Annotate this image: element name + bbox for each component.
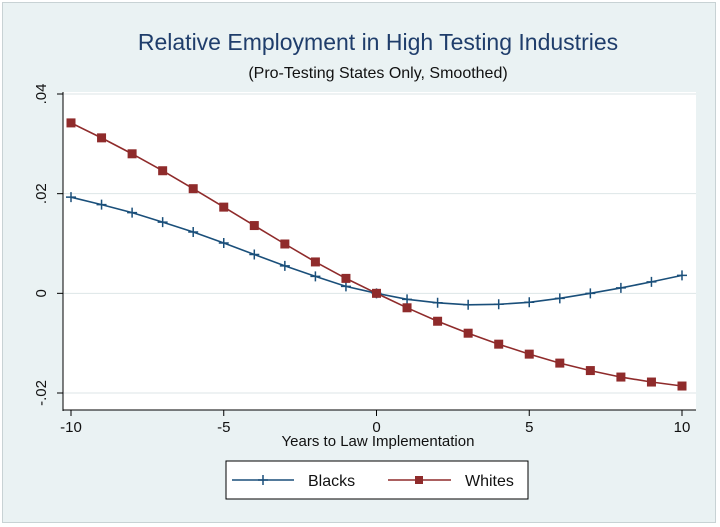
data-point-blacks xyxy=(615,282,626,293)
data-point-whites xyxy=(249,221,259,231)
x-tick-label: 10 xyxy=(674,419,691,436)
x-tick-label: 0 xyxy=(372,419,380,436)
data-point-blacks xyxy=(493,299,504,310)
data-point-blacks xyxy=(66,192,76,203)
data-point-whites xyxy=(310,257,320,267)
plot-area xyxy=(63,92,696,410)
x-tick-label: 5 xyxy=(525,419,533,436)
data-point-whites xyxy=(616,372,626,382)
data-point-blacks xyxy=(432,297,443,308)
legend-label-blacks: Blacks xyxy=(308,473,355,490)
x-axis-label: Years to Law Implementation xyxy=(282,433,475,450)
data-point-blacks xyxy=(310,271,321,282)
data-point-blacks xyxy=(218,238,229,249)
legend-marker-blacks xyxy=(258,475,268,485)
data-point-blacks xyxy=(585,288,596,299)
data-point-blacks xyxy=(463,299,474,310)
x-tick-label: -5 xyxy=(217,419,230,436)
data-point-blacks xyxy=(96,199,107,210)
data-point-whites xyxy=(188,184,198,194)
data-point-whites xyxy=(555,358,565,368)
data-point-whites xyxy=(158,166,168,176)
data-point-blacks xyxy=(127,207,138,218)
data-point-whites xyxy=(677,381,687,391)
data-point-whites xyxy=(524,349,534,359)
data-point-whites xyxy=(463,328,473,338)
legend-marker-whites xyxy=(415,476,423,484)
data-point-blacks xyxy=(554,293,565,304)
data-point-blacks xyxy=(402,294,413,305)
data-point-whites xyxy=(372,288,381,298)
data-point-whites xyxy=(127,149,137,159)
data-point-blacks xyxy=(646,276,657,287)
data-point-blacks xyxy=(157,217,168,228)
data-point-whites xyxy=(219,202,229,212)
data-point-whites xyxy=(66,118,76,128)
chart-subtitle: (Pro-Testing States Only, Smoothed) xyxy=(248,65,507,82)
data-point-blacks xyxy=(524,297,535,308)
y-tick-label: -.02 xyxy=(33,380,50,406)
data-point-whites xyxy=(585,366,595,376)
data-point-whites xyxy=(402,303,412,313)
chart-title: Relative Employment in High Testing Indu… xyxy=(138,29,618,55)
data-point-whites xyxy=(433,316,443,326)
y-tick-label: .04 xyxy=(33,84,50,105)
x-tick-label: -10 xyxy=(60,419,82,436)
data-point-whites xyxy=(341,273,351,283)
data-point-blacks xyxy=(279,260,290,271)
y-tick-label: .02 xyxy=(33,183,50,204)
data-point-whites xyxy=(280,239,290,249)
data-point-blacks xyxy=(188,227,199,238)
y-tick-label: 0 xyxy=(33,289,50,297)
data-point-whites xyxy=(97,133,107,143)
data-point-blacks xyxy=(677,270,687,281)
data-point-blacks xyxy=(340,281,351,292)
data-point-blacks xyxy=(249,249,260,260)
data-point-whites xyxy=(494,339,504,349)
legend-label-whites: Whites xyxy=(465,473,514,490)
data-point-whites xyxy=(646,377,656,387)
legend: Blacks Whites xyxy=(225,460,529,500)
